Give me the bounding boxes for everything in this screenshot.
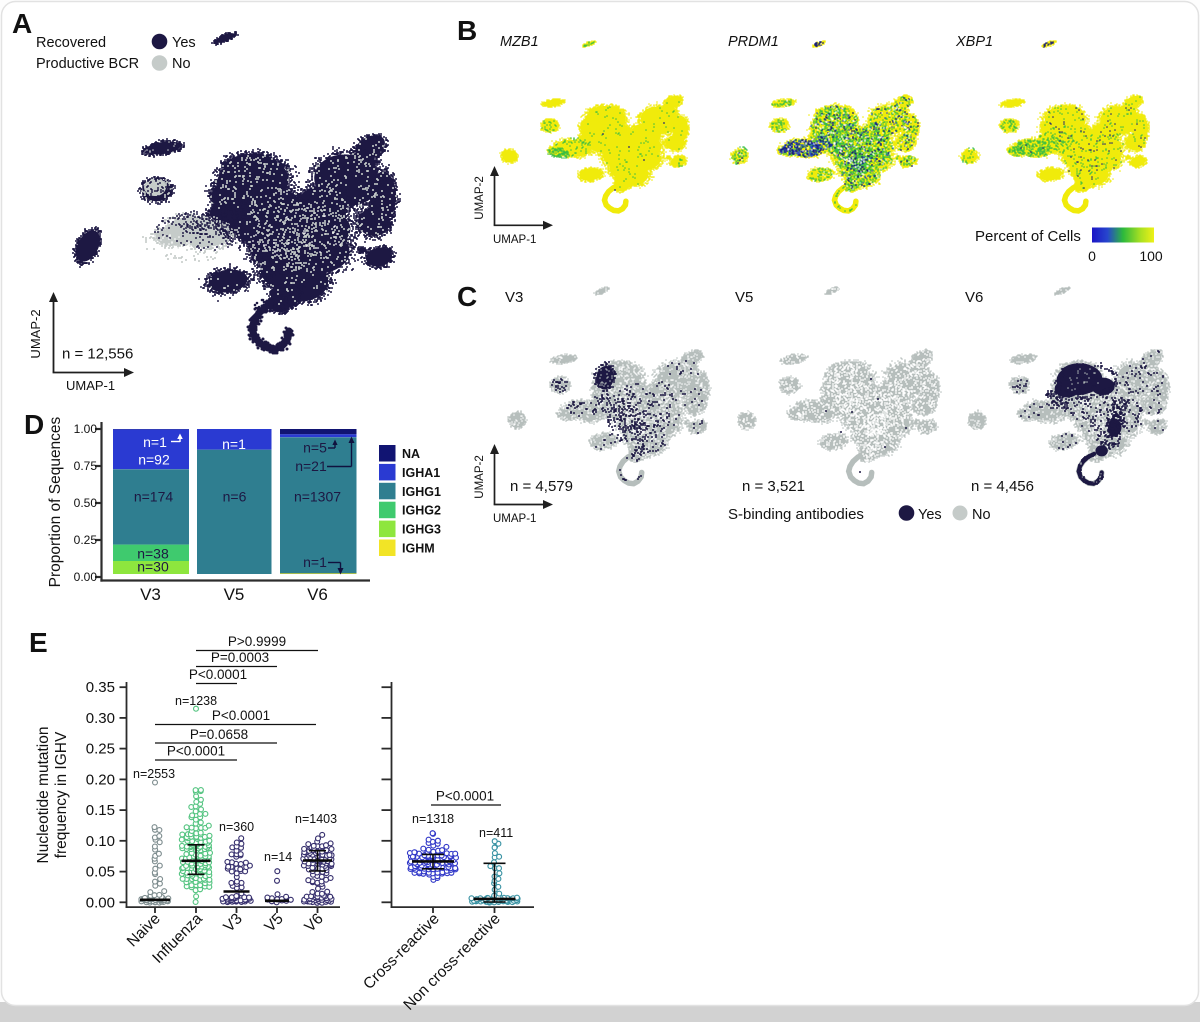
svg-text:UMAP-2: UMAP-2: [474, 176, 486, 219]
svg-text:n=1318: n=1318: [412, 812, 454, 826]
svg-text:n=411: n=411: [479, 826, 513, 840]
svg-text:V5: V5: [224, 585, 245, 604]
svg-text:n=14: n=14: [264, 850, 292, 864]
svg-text:P<0.0001: P<0.0001: [436, 789, 494, 804]
svg-text:MZB1: MZB1: [500, 34, 539, 50]
svg-text:P<0.0001: P<0.0001: [212, 708, 270, 723]
svg-text:UMAP-1: UMAP-1: [493, 234, 536, 246]
svg-text:D: D: [24, 409, 44, 440]
svg-text:1.00: 1.00: [74, 422, 98, 436]
svg-text:0.75: 0.75: [74, 459, 98, 473]
svg-text:n=38: n=38: [137, 546, 169, 562]
svg-text:UMAP-1: UMAP-1: [66, 378, 115, 393]
svg-text:Nucleotide mutation: Nucleotide mutation: [35, 727, 52, 864]
svg-text:frequency in IGHV: frequency in IGHV: [53, 731, 70, 858]
svg-text:UMAP-1: UMAP-1: [493, 513, 536, 525]
svg-text:E: E: [29, 627, 48, 658]
svg-text:n=1: n=1: [303, 554, 327, 570]
svg-text:n=6: n=6: [223, 489, 247, 505]
svg-text:n=360: n=360: [219, 820, 254, 834]
svg-text:0.05: 0.05: [86, 864, 115, 881]
svg-text:UMAP-2: UMAP-2: [28, 309, 43, 358]
svg-text:Productive BCR: Productive BCR: [36, 56, 139, 72]
svg-text:P<0.0001: P<0.0001: [167, 744, 225, 759]
svg-text:n=92: n=92: [138, 452, 170, 468]
svg-text:IGHG2: IGHG2: [402, 504, 441, 518]
svg-text:IGHM: IGHM: [402, 542, 435, 556]
svg-text:V6: V6: [965, 289, 983, 306]
svg-text:P=0.0658: P=0.0658: [190, 727, 248, 742]
svg-text:P<0.0001: P<0.0001: [189, 667, 247, 682]
svg-text:No: No: [972, 507, 991, 523]
svg-text:P>0.9999: P>0.9999: [228, 634, 286, 649]
svg-text:0.10: 0.10: [86, 833, 115, 850]
svg-text:IGHG1: IGHG1: [402, 485, 441, 499]
svg-text:0.15: 0.15: [86, 802, 115, 819]
svg-text:XBP1: XBP1: [955, 34, 993, 50]
svg-text:n=1: n=1: [222, 436, 246, 452]
svg-text:n=5: n=5: [303, 440, 327, 456]
svg-text:n = 12,556: n = 12,556: [62, 346, 133, 363]
svg-text:n = 4,456: n = 4,456: [971, 478, 1034, 495]
svg-text:V5: V5: [735, 289, 753, 306]
svg-text:B: B: [457, 15, 477, 46]
svg-text:Yes: Yes: [918, 507, 942, 523]
svg-text:100: 100: [1139, 248, 1163, 264]
svg-text:n=30: n=30: [137, 559, 169, 575]
svg-text:PRDM1: PRDM1: [728, 34, 779, 50]
svg-text:n=1307: n=1307: [294, 489, 341, 505]
svg-text:n=2553: n=2553: [133, 767, 175, 781]
svg-text:0.25: 0.25: [74, 533, 98, 547]
svg-text:0.20: 0.20: [86, 771, 115, 788]
svg-text:0.00: 0.00: [86, 894, 115, 911]
svg-text:P=0.0003: P=0.0003: [211, 650, 269, 665]
svg-text:IGHA1: IGHA1: [402, 466, 440, 480]
svg-text:0.50: 0.50: [74, 496, 98, 510]
svg-text:0.35: 0.35: [86, 679, 115, 696]
svg-text:n=1: n=1: [143, 434, 167, 450]
svg-text:n=1403: n=1403: [295, 812, 337, 826]
svg-text:n = 3,521: n = 3,521: [742, 478, 805, 495]
svg-text:V6: V6: [307, 585, 328, 604]
svg-text:n=174: n=174: [134, 489, 174, 505]
svg-text:C: C: [457, 281, 477, 312]
svg-text:Recovered: Recovered: [36, 35, 106, 51]
svg-text:n=21: n=21: [295, 458, 327, 474]
svg-text:0.00: 0.00: [74, 570, 98, 584]
svg-text:NA: NA: [402, 447, 420, 461]
svg-text:V3: V3: [505, 289, 523, 306]
svg-text:S-binding antibodies: S-binding antibodies: [728, 506, 864, 523]
svg-text:Yes: Yes: [172, 35, 196, 51]
svg-text:A: A: [12, 8, 32, 39]
svg-text:0: 0: [1088, 248, 1096, 264]
svg-text:0.30: 0.30: [86, 710, 115, 727]
svg-text:V3: V3: [140, 585, 161, 604]
svg-text:Proportion of Sequences: Proportion of Sequences: [47, 416, 64, 587]
svg-text:n = 4,579: n = 4,579: [510, 478, 573, 495]
svg-text:Percent of Cells: Percent of Cells: [975, 228, 1081, 245]
svg-text:IGHG3: IGHG3: [402, 523, 441, 537]
svg-text:0.25: 0.25: [86, 741, 115, 758]
svg-text:UMAP-2: UMAP-2: [474, 455, 486, 498]
svg-text:No: No: [172, 56, 191, 72]
svg-text:n=1238: n=1238: [175, 694, 217, 708]
